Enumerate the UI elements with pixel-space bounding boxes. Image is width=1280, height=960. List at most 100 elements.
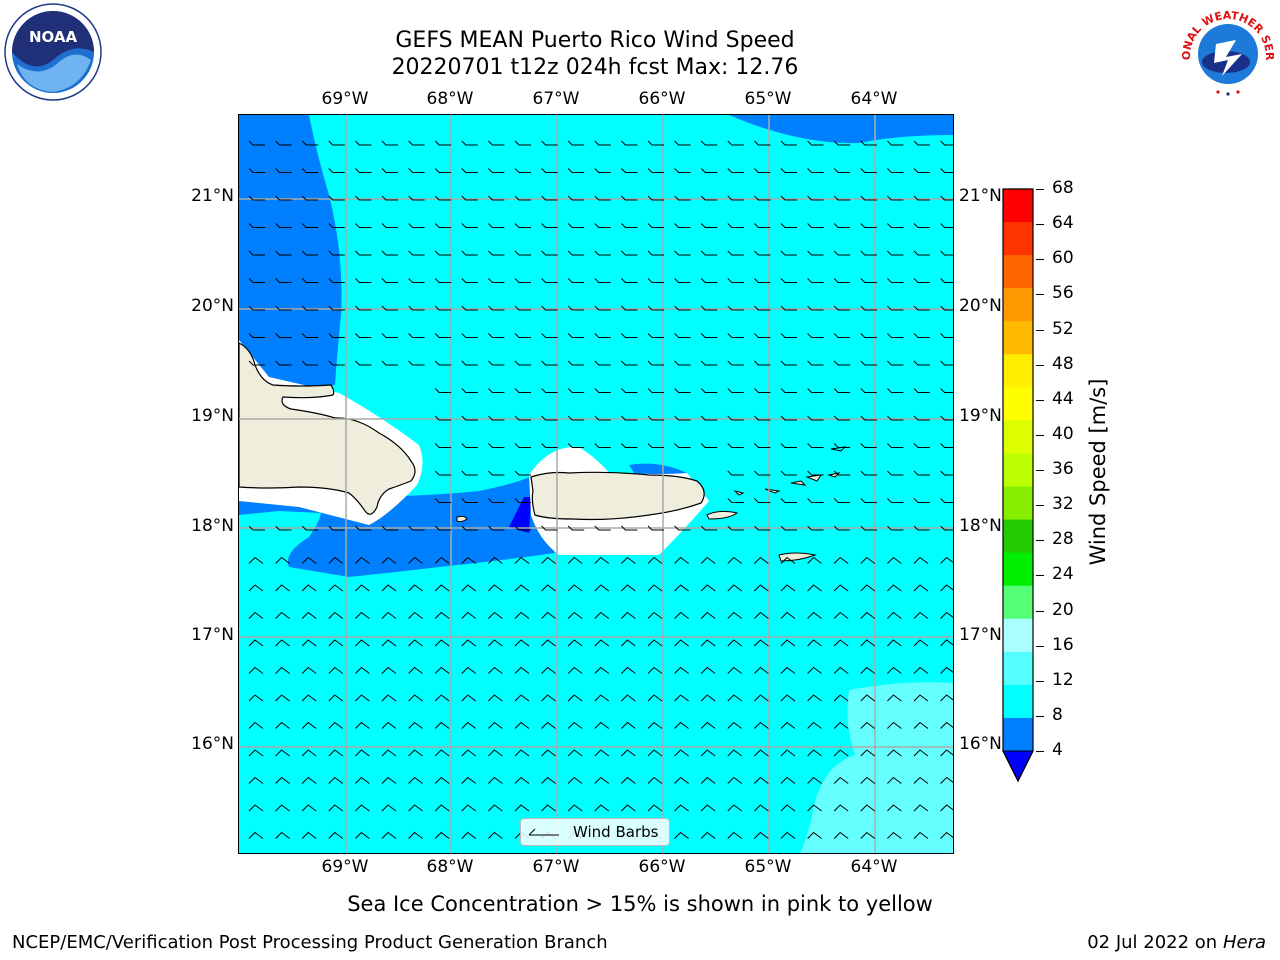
wind-barb: [594, 694, 610, 702]
wind-barb: [860, 388, 877, 393]
wind-barb: [621, 584, 636, 592]
lon-label-top-66w: 66°W: [638, 89, 686, 109]
wind-barb: [541, 168, 558, 173]
wind-barb: [727, 831, 743, 839]
wind-barb: [248, 140, 265, 146]
wind-barb: [833, 223, 851, 228]
wind-barb: [780, 415, 797, 421]
colorbar-tick-mark: [1036, 364, 1044, 366]
colorbar-tick-mark: [1036, 575, 1044, 577]
wind-barb: [754, 525, 771, 531]
wind-barb: [567, 443, 585, 448]
wind-barb: [700, 388, 718, 393]
wind-barb: [408, 666, 423, 674]
wind-barb: [488, 639, 503, 647]
wind-barb: [700, 443, 718, 448]
lat-label-right-18n: 18°N: [959, 516, 1002, 536]
lon-label-bottom-69w: 69°W: [321, 857, 369, 877]
wind-barb: [860, 804, 876, 812]
wind-barb: [887, 278, 904, 283]
nws-logo-icon: NATIONAL WEATHER SERVICE: [1173, 0, 1276, 99]
wind-barb: [488, 470, 505, 476]
wind-barb: [860, 333, 877, 338]
colorbar-segment: [1003, 519, 1033, 554]
wind-barb: [488, 525, 505, 531]
wind-barb: [514, 140, 531, 146]
colorbar-tick-label: 36: [1052, 459, 1074, 479]
wind-barb: [780, 498, 797, 503]
wind-barb: [514, 333, 531, 338]
wind-barb: [328, 804, 344, 812]
wind-barb: [780, 666, 796, 674]
wind-barb: [780, 250, 797, 256]
wind-barb: [461, 831, 477, 839]
wind-barb: [301, 195, 319, 201]
wind-barb: [913, 804, 929, 812]
wind-barb: [647, 360, 664, 366]
wind-barb: [461, 584, 477, 592]
wind-barb: [434, 694, 450, 702]
title-line-1: GEFS MEAN Puerto Rico Wind Speed: [395, 28, 795, 53]
colorbar-tick-mark: [1036, 540, 1044, 542]
weak-wind-region-north: [729, 115, 953, 144]
wind-barb: [860, 360, 877, 366]
wind-barb: [594, 278, 611, 283]
colorbar-tick-mark: [1036, 399, 1044, 401]
wind-barb: [807, 223, 824, 228]
wind-barb: [727, 694, 743, 702]
wind-barb: [727, 360, 744, 366]
wind-barb: [727, 388, 744, 393]
wind-barb: [541, 415, 558, 421]
wind-barb: [594, 525, 611, 531]
wind-barb: [727, 666, 743, 674]
wind-barb: [940, 639, 953, 647]
wind-barb: [301, 776, 317, 784]
wind-barb: [514, 305, 531, 311]
wind-barb: [887, 360, 904, 366]
wind-barb: [301, 360, 319, 366]
colorbar-segment: [1003, 651, 1033, 686]
wind-barb: [833, 639, 849, 647]
wind-barb: [567, 360, 585, 366]
wind-barb: [488, 443, 505, 448]
wind-barb: [275, 721, 290, 729]
wind-barb: [727, 556, 743, 564]
wind-barb: [647, 443, 664, 448]
wind-barb: [621, 223, 638, 228]
wind-barb: [488, 831, 503, 839]
colorbar-tick-label: 48: [1052, 353, 1074, 374]
wind-barb: [541, 388, 558, 393]
wind-barb: [887, 305, 904, 311]
wind-barb: [807, 195, 824, 201]
wind-barb: [700, 694, 716, 702]
wind-barb: [381, 305, 398, 311]
wind-barb: [780, 140, 797, 146]
colorbar-segment: [1003, 321, 1033, 355]
wind-barb: [860, 250, 877, 256]
wind-barb: [355, 831, 370, 839]
wind-barb: [913, 666, 929, 674]
lon-label-bottom-66w: 66°W: [638, 857, 686, 877]
virgin-islands-land: [733, 472, 841, 496]
wind-barb: [647, 140, 664, 146]
wind-barb: [727, 804, 743, 812]
wind-barb: [328, 749, 344, 757]
wind-barb: [301, 525, 319, 531]
wind-barb: [621, 443, 638, 448]
wind-barb: [408, 195, 425, 201]
wind-barb: [674, 525, 691, 531]
wind-barb: [301, 140, 319, 146]
wind-barb: [594, 168, 611, 173]
wind-barb: [860, 831, 876, 839]
wind-barb: [488, 168, 505, 173]
wind-barb: [275, 278, 292, 283]
wind-barb: [913, 749, 929, 757]
wind-barb: [674, 776, 689, 784]
weak-wind-region-west: [239, 115, 342, 390]
wind-barb: [727, 140, 744, 146]
wind-barb: [860, 611, 876, 619]
wind-barb: [621, 388, 638, 393]
wind-barb: [913, 195, 930, 201]
wind-barb: [594, 721, 610, 729]
wind-barb: [727, 168, 744, 173]
